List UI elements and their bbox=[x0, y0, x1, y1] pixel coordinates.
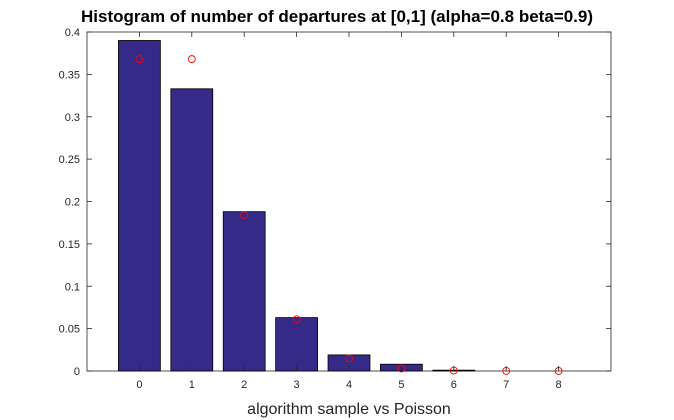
y-tick-label: 0.15 bbox=[59, 239, 80, 251]
y-tick-label: 0.35 bbox=[59, 69, 80, 81]
x-tick-label: 7 bbox=[503, 379, 509, 391]
x-tick-label: 8 bbox=[556, 379, 562, 391]
y-tick-label: 0.4 bbox=[65, 27, 80, 39]
y-tick-label: 0.2 bbox=[65, 197, 80, 209]
y-tick-label: 0.25 bbox=[59, 154, 80, 166]
y-tick-label: 0.05 bbox=[59, 324, 80, 336]
x-tick-label: 5 bbox=[398, 379, 404, 391]
x-tick-label: 2 bbox=[241, 379, 247, 391]
poisson-marker bbox=[345, 354, 353, 363]
bar bbox=[222, 211, 266, 372]
x-tick-label: 6 bbox=[451, 379, 457, 391]
x-tick-label: 1 bbox=[189, 379, 195, 391]
poisson-marker bbox=[397, 364, 406, 373]
bar bbox=[275, 317, 318, 372]
x-tick-label: 0 bbox=[136, 379, 142, 391]
poisson-marker bbox=[240, 211, 249, 220]
chart-title: Histogram of number of departures at [0,… bbox=[81, 7, 593, 26]
poisson-marker bbox=[135, 55, 144, 64]
y-tick-label: 0 bbox=[74, 366, 80, 378]
bar bbox=[170, 88, 214, 372]
bar bbox=[118, 40, 161, 372]
poisson-marker bbox=[187, 55, 196, 64]
x-axis-label: algorithm sample vs Poisson bbox=[247, 401, 451, 418]
y-tick-label: 0.3 bbox=[65, 112, 80, 124]
y-tick-label: 0.1 bbox=[65, 281, 80, 293]
x-tick-label: 3 bbox=[294, 379, 300, 391]
plot-box bbox=[86, 31, 612, 372]
x-tick-label: 4 bbox=[346, 379, 352, 391]
poisson-marker bbox=[292, 315, 301, 324]
plot-area: 0 0.05 0.1 0.15 0.2 0.25 0.3 0.35 0.4 0 1 2 3 4 5 6 7 8 bbox=[59, 27, 612, 391]
